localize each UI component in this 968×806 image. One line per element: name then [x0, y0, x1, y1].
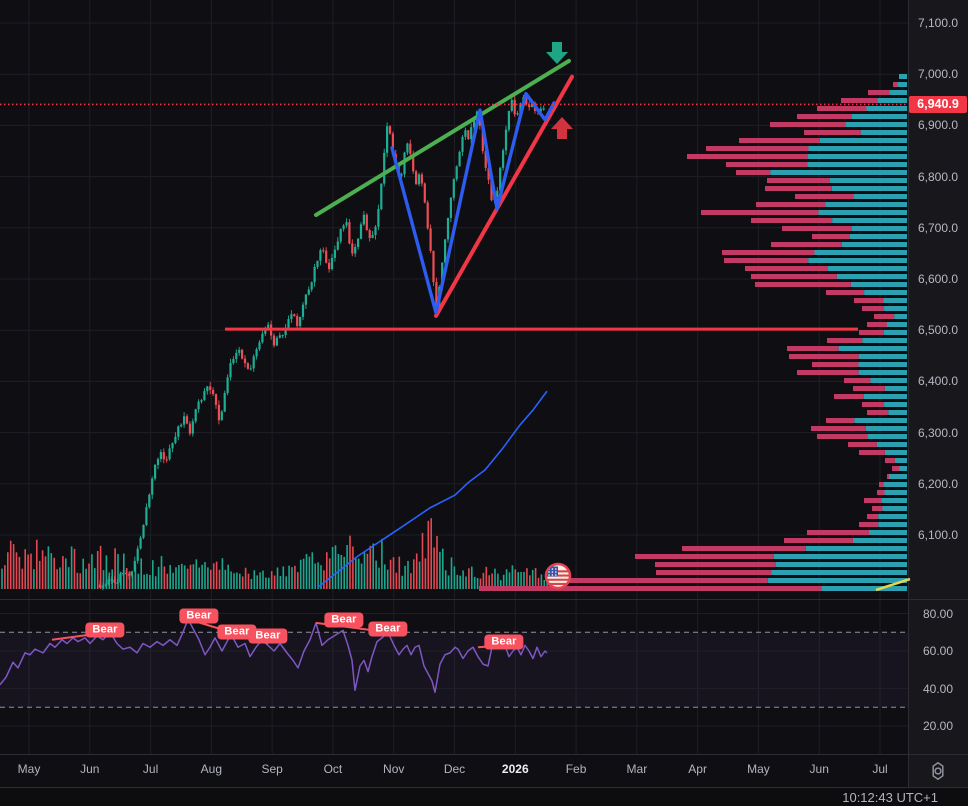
time-tick-label: Apr [688, 762, 707, 776]
time-tick-label: Aug [200, 762, 223, 776]
price-tick-label: 6,600.0 [917, 272, 959, 286]
clock-utc: 10:12:43 UTC+1 [842, 790, 938, 805]
time-tick-label: Dec [443, 762, 466, 776]
status-bar: 10:12:43 UTC+1 [0, 787, 968, 806]
bear-signal-label[interactable]: Bear [217, 624, 257, 640]
price-tick-label: 6,200.0 [917, 476, 959, 491]
rsi-tick-label: 80.00 [922, 606, 954, 621]
time-tick-label: Oct [323, 762, 343, 776]
rsi-tick-label: 60.00 [922, 644, 954, 658]
price-tick-label: 7,000.0 [917, 67, 959, 82]
price-tick-label: 7,100.0 [917, 16, 959, 30]
time-tick-label: Feb [565, 762, 587, 776]
rsi-tick-label: 40.00 [922, 681, 954, 696]
time-tick-label: 2026 [501, 762, 529, 776]
bear-signal-label[interactable]: Bear [85, 622, 125, 638]
time-tick-label: Nov [383, 762, 405, 776]
time-tick-label: Jul [142, 762, 159, 776]
rsi-tick-label: 20.00 [922, 719, 954, 733]
price-tick-label: 6,300.0 [917, 425, 959, 440]
last-price-badge: 6,940.9 [909, 95, 967, 113]
price-tick-label: 6,900.0 [917, 118, 959, 133]
price-axis[interactable] [908, 0, 968, 787]
price-tick-label: 6,800.0 [917, 169, 959, 184]
time-tick-label: May [747, 762, 770, 776]
bear-signal-label[interactable]: Bear [368, 621, 408, 637]
timezone-settings-icon[interactable] [928, 761, 948, 781]
time-tick-label: Mar [626, 762, 648, 776]
time-tick-label: Jun [809, 762, 829, 776]
bear-signal-label[interactable]: Bear [324, 612, 364, 628]
time-tick-label: Sep [261, 762, 283, 776]
time-tick-label: Jun [80, 762, 100, 776]
price-tick-label: 6,700.0 [917, 220, 959, 235]
time-tick-label: May [17, 762, 41, 776]
price-tick-label: 6,500.0 [917, 323, 959, 338]
price-tick-label: 6,400.0 [917, 374, 959, 389]
bear-signal-label[interactable]: Bear [484, 634, 524, 650]
bear-signal-label[interactable]: Bear [179, 608, 219, 624]
us-flag-event-icon[interactable] [544, 562, 572, 590]
price-tick-label: 6,100.0 [917, 528, 959, 542]
time-tick-label: Jul [872, 762, 888, 776]
bear-signal-label[interactable]: Bear [248, 628, 288, 644]
